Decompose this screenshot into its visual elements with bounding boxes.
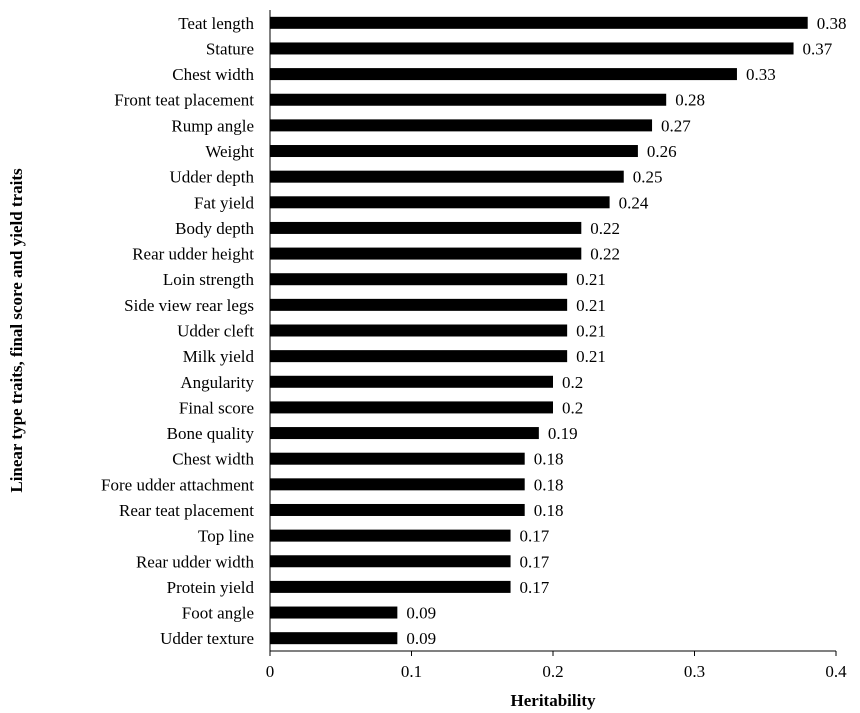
bar bbox=[270, 119, 653, 132]
category-label: Udder cleft bbox=[177, 322, 254, 341]
bar bbox=[270, 401, 553, 414]
bar bbox=[270, 247, 582, 260]
data-label: 0.27 bbox=[661, 116, 691, 135]
category-label: Body depth bbox=[175, 219, 254, 238]
bar bbox=[270, 580, 511, 593]
bar bbox=[270, 555, 511, 568]
bar bbox=[270, 42, 794, 55]
bar bbox=[270, 170, 624, 183]
bar bbox=[270, 324, 568, 337]
data-label: 0.21 bbox=[576, 347, 606, 366]
category-label: Weight bbox=[205, 142, 254, 161]
x-tick-label: 0.1 bbox=[401, 662, 422, 681]
data-label: 0.2 bbox=[562, 373, 583, 392]
category-label: Teat length bbox=[178, 14, 254, 33]
x-tick-label: 0.2 bbox=[542, 662, 563, 681]
bar bbox=[270, 221, 582, 234]
bar bbox=[270, 606, 398, 619]
data-label: 0.21 bbox=[576, 270, 606, 289]
data-label: 0.17 bbox=[520, 527, 550, 546]
category-label: Protein yield bbox=[167, 578, 255, 597]
category-label: Top line bbox=[198, 527, 254, 546]
data-label: 0.24 bbox=[619, 193, 649, 212]
data-label: 0.38 bbox=[817, 14, 847, 33]
bar bbox=[270, 632, 398, 645]
bar bbox=[270, 350, 568, 363]
category-label: Front teat placement bbox=[114, 91, 254, 110]
category-label: Milk yield bbox=[183, 347, 255, 366]
category-label: Rump angle bbox=[171, 116, 254, 135]
category-label: Foot angle bbox=[182, 604, 254, 623]
bar bbox=[270, 503, 525, 516]
category-label: Side view rear legs bbox=[124, 296, 254, 315]
bar bbox=[270, 298, 568, 311]
bar bbox=[270, 273, 568, 286]
x-axis-ticks: 0 0.1 0.2 0.3 0.4 bbox=[266, 651, 847, 681]
data-label: 0.26 bbox=[647, 142, 677, 161]
category-label: Rear udder height bbox=[132, 245, 254, 264]
value-labels: 0.38 0.37 0.33 0.28 0.27 0.26 0.25 0.24 0.22 0.22… bbox=[406, 14, 846, 648]
bar bbox=[270, 529, 511, 542]
data-label: 0.21 bbox=[576, 322, 606, 341]
x-tick-label: 0.3 bbox=[684, 662, 705, 681]
x-tick-label: 0.4 bbox=[825, 662, 847, 681]
category-labels: Teat length Stature Chest width Front teat … bbox=[101, 14, 254, 648]
data-label: 0.2 bbox=[562, 398, 583, 417]
data-label: 0.09 bbox=[406, 629, 436, 648]
data-label: 0.18 bbox=[534, 475, 564, 494]
bar bbox=[270, 478, 525, 491]
category-label: Chest width bbox=[172, 65, 254, 84]
category-label: Loin strength bbox=[163, 270, 255, 289]
y-axis-title: Linear type traits, final score and yiel… bbox=[7, 168, 26, 493]
category-label: Fore udder attachment bbox=[101, 475, 254, 494]
bar bbox=[270, 145, 638, 158]
x-axis-title: Heritability bbox=[511, 691, 596, 710]
data-label: 0.28 bbox=[675, 91, 705, 110]
bar bbox=[270, 68, 737, 81]
data-label: 0.19 bbox=[548, 424, 578, 443]
data-label: 0.17 bbox=[520, 552, 550, 571]
category-label: Udder texture bbox=[160, 629, 254, 648]
category-label: Chest width bbox=[172, 450, 254, 469]
data-label: 0.17 bbox=[520, 578, 550, 597]
data-label: 0.33 bbox=[746, 65, 776, 84]
category-label: Fat yield bbox=[194, 193, 254, 212]
data-label: 0.09 bbox=[406, 604, 436, 623]
bar bbox=[270, 93, 667, 106]
bar bbox=[270, 427, 539, 440]
data-label: 0.22 bbox=[590, 219, 620, 238]
category-label: Final score bbox=[179, 398, 254, 417]
data-label: 0.25 bbox=[633, 168, 663, 187]
category-label: Rear udder width bbox=[136, 552, 255, 571]
category-label: Rear teat placement bbox=[119, 501, 254, 520]
bar bbox=[270, 196, 610, 209]
data-label: 0.21 bbox=[576, 296, 606, 315]
data-label: 0.37 bbox=[803, 39, 833, 58]
category-label: Stature bbox=[206, 39, 254, 58]
x-tick-label: 0 bbox=[266, 662, 275, 681]
bar bbox=[270, 452, 525, 465]
category-label: Udder depth bbox=[169, 168, 254, 187]
category-label: Bone quality bbox=[167, 424, 255, 443]
bars-layer bbox=[270, 16, 808, 645]
category-label: Angularity bbox=[180, 373, 254, 392]
data-label: 0.18 bbox=[534, 501, 564, 520]
bar bbox=[270, 16, 808, 29]
data-label: 0.18 bbox=[534, 450, 564, 469]
bar bbox=[270, 375, 553, 388]
data-label: 0.22 bbox=[590, 245, 620, 264]
